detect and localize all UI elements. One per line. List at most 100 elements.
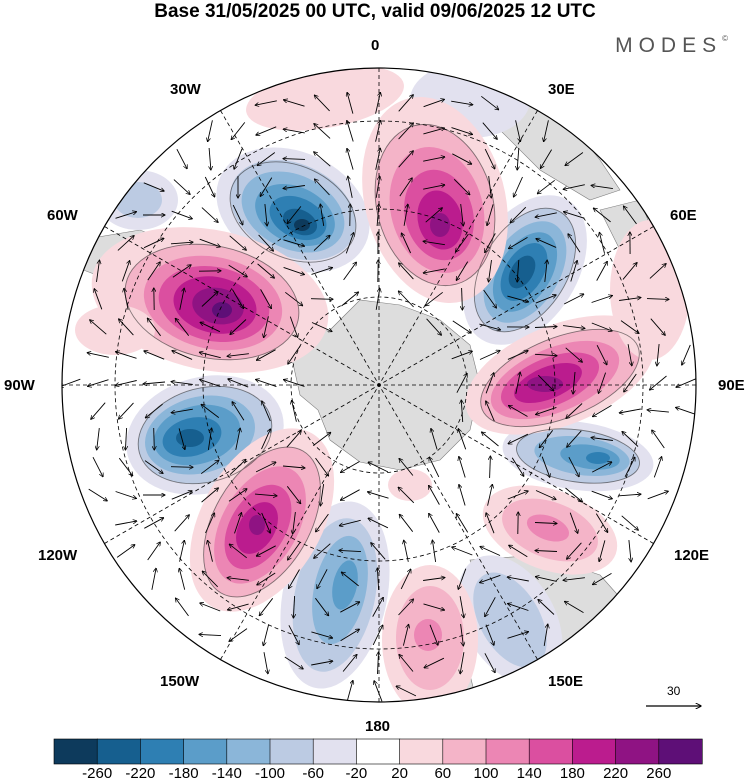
wind-vector <box>341 572 359 587</box>
wind-vector <box>375 120 381 142</box>
lon-label-0: 0 <box>371 37 380 54</box>
wind-vector <box>619 408 641 413</box>
wind-vector <box>534 327 557 328</box>
colorbar-swatch <box>442 738 487 765</box>
wind-vector <box>173 179 190 195</box>
wind-vector <box>234 148 243 169</box>
wind-vector <box>451 100 473 105</box>
wind-vector <box>566 403 583 419</box>
lon-label-90e: 90E <box>718 377 745 394</box>
wind-vector <box>544 260 547 282</box>
wind-vector <box>288 625 299 644</box>
wind-vector <box>264 316 269 337</box>
wind-vector <box>593 405 612 416</box>
wind-vector <box>311 631 332 638</box>
wind-vector <box>288 541 301 560</box>
wind-vector <box>341 461 360 473</box>
wind-vector <box>599 540 606 561</box>
wind-vector <box>199 634 222 635</box>
colorbar-swatch <box>53 738 98 765</box>
wind-vector <box>207 428 211 450</box>
graticule <box>62 68 696 702</box>
wind-vector <box>179 540 185 562</box>
wind-vector <box>256 349 276 361</box>
wind-vector <box>565 152 584 166</box>
wind-vector <box>517 147 519 170</box>
lon-label-60w: 60W <box>47 207 78 224</box>
map-title: Base 31/05/2025 00 UTC, valid 09/06/2025… <box>154 1 596 22</box>
wind-vector <box>201 207 218 223</box>
wind-vector <box>649 264 666 279</box>
wind-vector <box>311 661 333 666</box>
wind-vector <box>401 233 412 254</box>
wind-vector <box>456 373 467 393</box>
wind-vector <box>90 320 107 335</box>
wind-vector <box>676 407 696 416</box>
wind-vector <box>345 233 353 254</box>
wind-vector <box>622 263 637 280</box>
wind-vector <box>315 179 330 196</box>
wind-vector <box>283 129 305 134</box>
wind-vector <box>347 92 354 114</box>
wind-vector <box>509 545 528 558</box>
wind-vector <box>456 233 469 252</box>
wind-vector <box>96 260 100 282</box>
wind-vector <box>115 521 137 526</box>
wind-vector <box>423 603 445 610</box>
wind-vector <box>255 462 276 473</box>
wind-vector <box>200 603 221 612</box>
lon-label-180: 180 <box>365 718 391 735</box>
wind-vector <box>201 488 219 503</box>
wind-vector <box>340 489 360 501</box>
wind-vector <box>398 291 414 308</box>
wind-vector <box>368 518 389 529</box>
wind-vector <box>535 490 556 500</box>
wind-vector <box>653 457 661 478</box>
wind-vector <box>563 325 585 329</box>
wind-vector <box>371 543 386 560</box>
colorbar-label: -140 <box>211 765 242 782</box>
wind-vector <box>339 519 361 525</box>
colorbar-swatch <box>226 738 271 765</box>
wind-vector <box>288 345 301 364</box>
wind-vector <box>209 147 211 170</box>
lon-label-120e: 120E <box>674 547 710 564</box>
wind-vector <box>620 320 639 334</box>
wind-vector <box>563 184 585 190</box>
wind-vector <box>517 259 519 282</box>
wind-vector <box>261 429 271 450</box>
wind-vector <box>171 408 193 413</box>
wind-vector <box>260 177 273 197</box>
wind-vector <box>202 571 219 588</box>
wind-vector <box>314 543 331 559</box>
wind-vector <box>429 624 438 645</box>
wind-vector <box>646 299 669 300</box>
wind-vector <box>283 266 305 274</box>
wind-vector <box>487 484 493 506</box>
wind-vector <box>567 430 582 447</box>
wind-vector <box>486 513 495 534</box>
colorbar-label: -20 <box>345 765 368 782</box>
wind-vector <box>229 459 246 475</box>
wind-vector <box>179 568 186 590</box>
wind-vector <box>289 569 300 589</box>
wind-vector <box>400 569 411 590</box>
colorbar-label: 140 <box>516 765 542 782</box>
wind-vector <box>201 292 218 307</box>
wind-vector <box>204 176 214 197</box>
wind-vector <box>534 523 557 524</box>
wind-vector <box>535 577 557 582</box>
wind-vector <box>174 515 190 532</box>
wind-vector <box>480 547 501 556</box>
wind-vector <box>282 466 305 468</box>
wind-vector <box>537 374 553 391</box>
wind-vector <box>377 568 378 591</box>
wind-vector <box>425 291 443 305</box>
wind-vector <box>404 540 409 562</box>
wind-vector <box>227 603 249 610</box>
wind-vector <box>347 121 354 142</box>
wind-vector <box>91 402 106 420</box>
wind-vector <box>315 597 328 616</box>
wind-vector <box>568 234 581 253</box>
wind-vector <box>119 402 134 419</box>
